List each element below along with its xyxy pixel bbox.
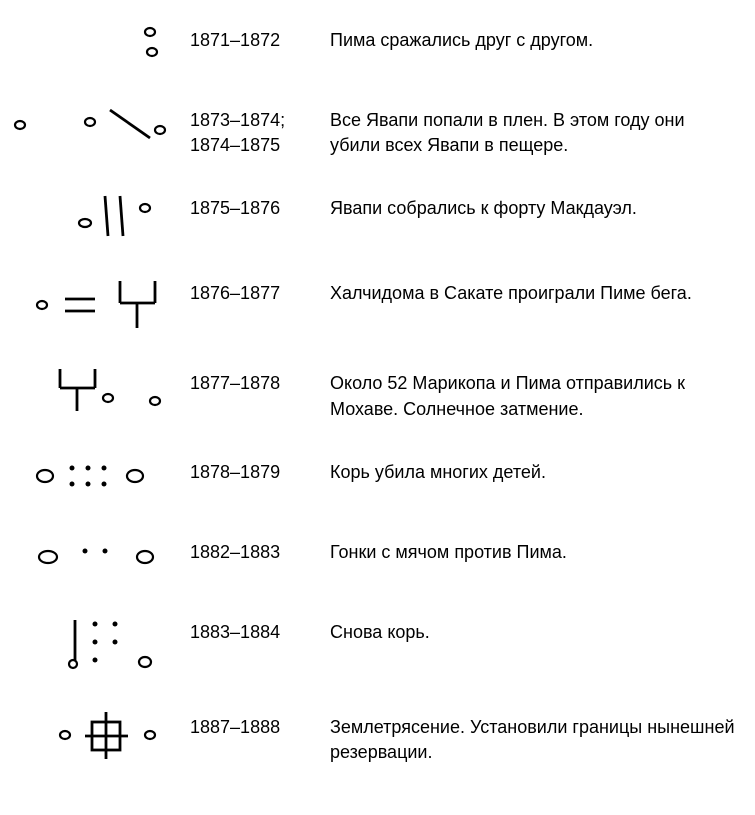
year-label: 1871–1872 — [190, 20, 330, 53]
description-text: Халчидома в Сакате проиграли Пиме бега. — [330, 273, 735, 306]
table-row: 1887–1888Землетрясение. Установили грани… — [10, 707, 735, 765]
description-text: Снова корь. — [330, 612, 735, 645]
year-label: 1877–1878 — [190, 363, 330, 396]
description-text: Около 52 Марикопа и Пима отправились к М… — [330, 363, 735, 421]
symbol-two-dots-vertical — [10, 20, 190, 70]
year-label: 1882–1883 — [190, 532, 330, 565]
symbol-two-dots-ovals — [10, 532, 190, 582]
description-text: Пима сражались друг с другом. — [330, 20, 735, 53]
table-row: 1882–1883Гонки с мячом против Пима. — [10, 532, 735, 582]
symbol-dots-diagonal — [10, 100, 190, 150]
symbol-fork-equals — [10, 273, 190, 333]
description-text: Явапи собрались к форту Макдауэл. — [330, 188, 735, 221]
symbol-square-cross — [10, 707, 190, 762]
symbol-stick-dots — [10, 612, 190, 677]
symbol-dots-parallel — [10, 188, 190, 243]
table-row: 1871–1872Пима сражались друг с другом. — [10, 20, 735, 70]
table-row: 1875–1876Явапи собрались к форту Макдауэ… — [10, 188, 735, 243]
table-row: 1873–1874; 1874–1875Все Явапи попали в п… — [10, 100, 735, 158]
table-row: 1876–1877Халчидома в Сакате проиграли Пи… — [10, 273, 735, 333]
symbol-six-dots-ovals — [10, 452, 190, 502]
description-text: Корь убила многих детей. — [330, 452, 735, 485]
table-row: 1878–1879Корь убила многих детей. — [10, 452, 735, 502]
description-text: Все Явапи попали в плен. В этом году они… — [330, 100, 735, 158]
symbol-fork-dots — [10, 363, 190, 418]
year-label: 1883–1884 — [190, 612, 330, 645]
table-row: 1877–1878Около 52 Марикопа и Пима отправ… — [10, 363, 735, 421]
description-text: Гонки с мячом против Пима. — [330, 532, 735, 565]
year-label: 1873–1874; 1874–1875 — [190, 100, 330, 158]
year-label: 1878–1879 — [190, 452, 330, 485]
year-label: 1887–1888 — [190, 707, 330, 740]
description-text: Землетрясение. Установили границы нынешн… — [330, 707, 735, 765]
year-label: 1875–1876 — [190, 188, 330, 221]
year-label: 1876–1877 — [190, 273, 330, 306]
table-row: 1883–1884Снова корь. — [10, 612, 735, 677]
